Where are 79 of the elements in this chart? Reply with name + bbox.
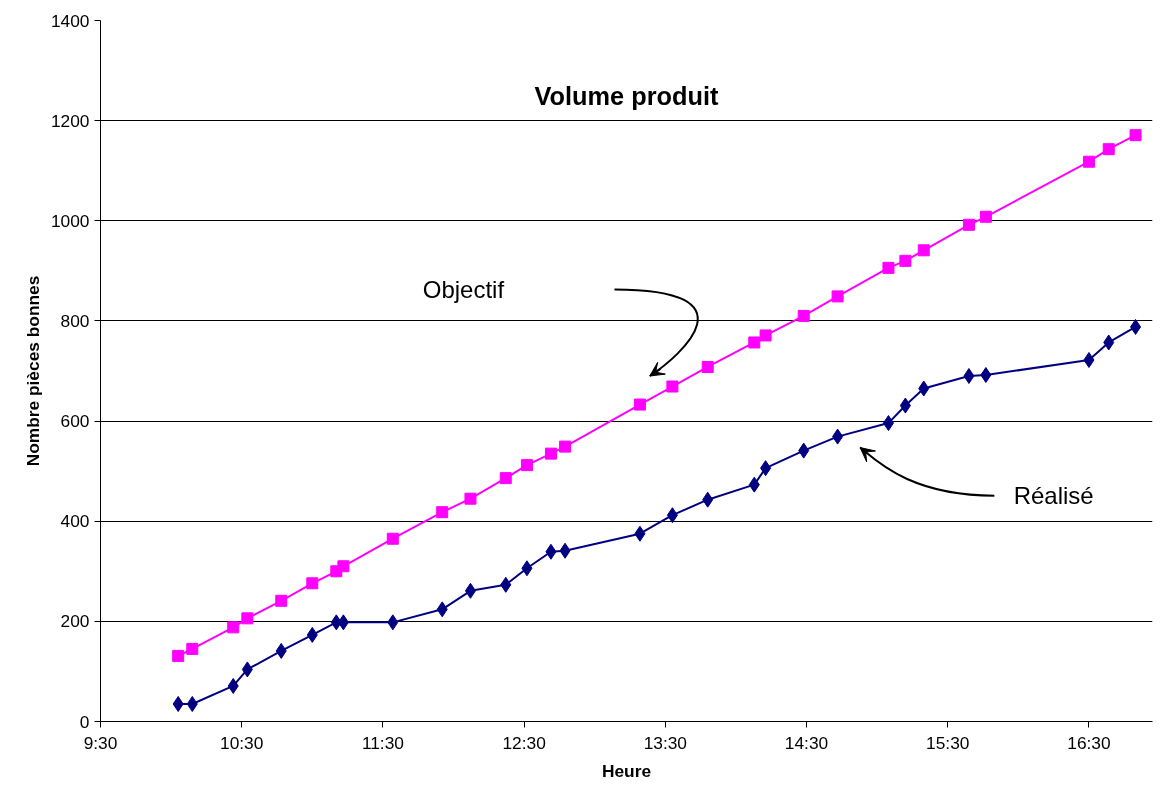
point xyxy=(882,261,895,274)
point xyxy=(275,594,288,607)
y-tick-label: 1200 xyxy=(50,110,90,131)
point xyxy=(1129,129,1142,142)
y-tick-label: 200 xyxy=(60,611,90,632)
point xyxy=(701,360,714,373)
point xyxy=(882,415,894,432)
point xyxy=(666,380,679,393)
point xyxy=(227,677,239,694)
point xyxy=(748,336,761,349)
x-tick-label: 16:30 xyxy=(1067,732,1111,753)
point xyxy=(227,621,240,634)
point xyxy=(172,649,185,662)
point xyxy=(962,218,975,231)
point xyxy=(559,542,571,559)
point xyxy=(633,398,646,411)
point xyxy=(1082,155,1095,168)
x-tick-label: 9:30 xyxy=(83,732,118,753)
y-tick-label: 600 xyxy=(60,411,90,432)
point xyxy=(275,642,287,659)
x-tick-label: 13:30 xyxy=(643,732,688,753)
point xyxy=(520,459,533,472)
x-tick-label: 10:30 xyxy=(220,732,264,753)
point xyxy=(387,614,399,631)
y-tick-label: 400 xyxy=(60,511,90,532)
point xyxy=(634,525,646,542)
point xyxy=(798,442,810,459)
point xyxy=(748,476,760,493)
y-tick-label: 1400 xyxy=(50,10,90,31)
point xyxy=(545,543,557,560)
point xyxy=(1103,334,1115,351)
point xyxy=(464,492,477,505)
point xyxy=(797,309,810,322)
point xyxy=(1102,143,1115,156)
x-tick-label: 15:30 xyxy=(926,732,970,753)
point xyxy=(963,368,975,385)
point xyxy=(831,290,844,303)
point xyxy=(306,577,319,590)
point xyxy=(436,601,448,618)
point xyxy=(832,428,844,445)
point xyxy=(241,661,253,678)
x-tick-label: 11:30 xyxy=(361,732,404,753)
text: Volume produit xyxy=(534,81,719,110)
point xyxy=(521,560,533,577)
point xyxy=(172,695,184,712)
annotation: Réalisé xyxy=(1013,482,1094,510)
point xyxy=(666,507,678,524)
point xyxy=(241,612,254,625)
point xyxy=(559,440,572,453)
point xyxy=(979,210,992,223)
point xyxy=(337,614,349,631)
point xyxy=(917,244,930,257)
point xyxy=(436,506,449,519)
x-tick-label: 12:30 xyxy=(502,732,546,753)
y-tick-label: 1000 xyxy=(50,210,90,231)
point xyxy=(500,576,512,593)
point xyxy=(386,532,399,545)
point xyxy=(544,447,557,460)
point xyxy=(760,460,772,477)
point xyxy=(899,397,911,414)
point xyxy=(1130,318,1142,335)
point xyxy=(186,642,199,655)
point xyxy=(499,472,512,485)
point xyxy=(759,329,772,342)
point xyxy=(702,491,714,508)
point xyxy=(306,626,318,643)
x-tick-label: 14:30 xyxy=(784,732,829,753)
point xyxy=(337,560,350,573)
point xyxy=(899,254,912,267)
x-axis-title: Heure xyxy=(601,760,652,781)
y-tick-label: 800 xyxy=(60,310,90,331)
point xyxy=(1083,351,1095,368)
point xyxy=(186,695,198,712)
y-axis-title: Nombre pièces bonnes xyxy=(22,275,43,467)
point xyxy=(980,367,992,384)
y-tick-label: 0 xyxy=(79,711,90,732)
point xyxy=(918,380,930,397)
annotation: Objectif xyxy=(422,275,505,303)
point xyxy=(464,582,476,599)
